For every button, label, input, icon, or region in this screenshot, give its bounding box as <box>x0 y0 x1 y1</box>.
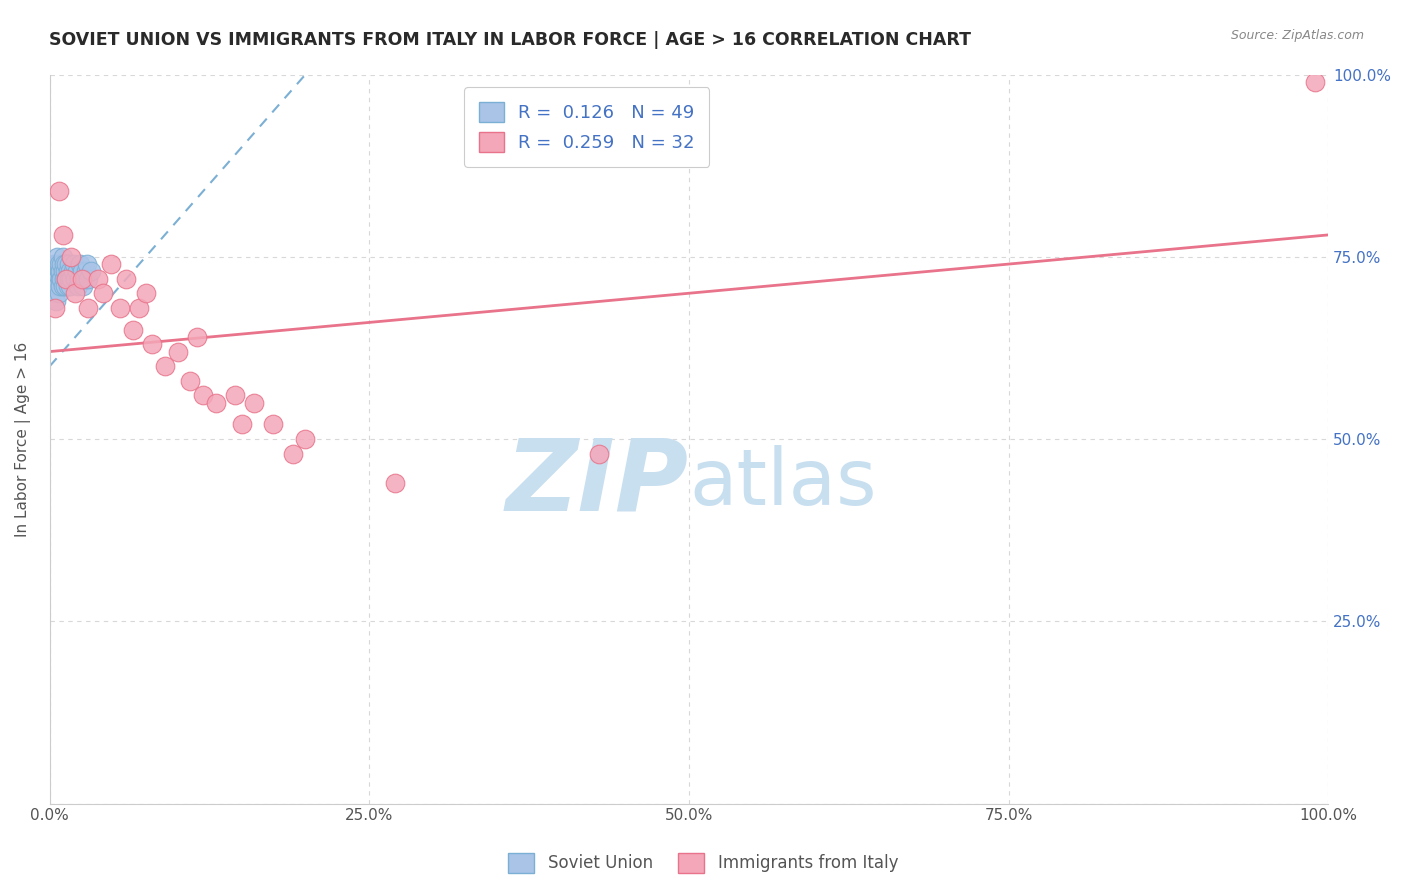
Point <box>60 271 83 285</box>
Text: Source: ZipAtlas.com: Source: ZipAtlas.com <box>1230 29 1364 42</box>
Point <box>46 271 69 285</box>
Point <box>205 395 228 409</box>
Point <box>49 264 72 278</box>
Point <box>65 271 87 285</box>
Legend: Soviet Union, Immigrants from Italy: Soviet Union, Immigrants from Italy <box>501 847 905 880</box>
Point <box>87 271 110 285</box>
Point <box>53 279 76 293</box>
Point <box>58 257 80 271</box>
Point <box>384 475 406 490</box>
Point <box>224 388 246 402</box>
Point <box>56 264 79 278</box>
Point <box>59 279 82 293</box>
Point <box>166 344 188 359</box>
Point <box>231 417 253 432</box>
Point <box>59 264 82 278</box>
Point <box>42 257 65 271</box>
Point <box>49 271 72 285</box>
Point <box>191 388 214 402</box>
Point <box>55 257 77 271</box>
Point <box>73 271 96 285</box>
Point <box>48 184 70 198</box>
Point <box>51 279 73 293</box>
Point <box>63 257 86 271</box>
Y-axis label: In Labor Force | Age > 16: In Labor Force | Age > 16 <box>15 342 31 537</box>
Point <box>67 271 90 285</box>
Point <box>70 271 93 285</box>
Point <box>79 264 101 278</box>
Point <box>66 279 89 293</box>
Point <box>45 271 67 285</box>
Point <box>141 337 163 351</box>
Point <box>51 257 73 271</box>
Point <box>108 301 131 315</box>
Point <box>62 264 84 278</box>
Point <box>72 279 94 293</box>
Point <box>49 279 72 293</box>
Point <box>60 250 83 264</box>
Point <box>77 301 100 315</box>
Text: atlas: atlas <box>689 445 876 521</box>
Point <box>76 257 98 271</box>
Point <box>44 301 66 315</box>
Point <box>48 257 70 271</box>
Point <box>58 271 80 285</box>
Point <box>41 271 63 285</box>
Point <box>186 330 208 344</box>
Point <box>588 447 610 461</box>
Point <box>52 271 75 285</box>
Point <box>115 271 138 285</box>
Point <box>153 359 176 373</box>
Point <box>51 264 73 278</box>
Point <box>70 264 93 278</box>
Point <box>45 293 67 308</box>
Point <box>93 286 115 301</box>
Point <box>65 286 87 301</box>
Point <box>55 271 77 285</box>
Point <box>55 271 77 285</box>
Point <box>121 323 143 337</box>
Point <box>65 264 87 278</box>
Point <box>281 447 304 461</box>
Point <box>45 257 67 271</box>
Point <box>46 250 69 264</box>
Text: ZIP: ZIP <box>506 434 689 532</box>
Point <box>48 286 70 301</box>
Point <box>75 264 97 278</box>
Text: SOVIET UNION VS IMMIGRANTS FROM ITALY IN LABOR FORCE | AGE > 16 CORRELATION CHAR: SOVIET UNION VS IMMIGRANTS FROM ITALY IN… <box>49 31 972 49</box>
Point <box>179 374 201 388</box>
Legend: R =  0.126   N = 49, R =  0.259   N = 32: R = 0.126 N = 49, R = 0.259 N = 32 <box>464 87 709 167</box>
Point <box>51 227 73 242</box>
Point <box>100 257 122 271</box>
Point <box>77 271 100 285</box>
Point <box>52 257 75 271</box>
Point <box>53 264 76 278</box>
Point <box>51 271 73 285</box>
Point <box>42 279 65 293</box>
Point <box>135 286 157 301</box>
Point <box>128 301 150 315</box>
Point <box>69 257 91 271</box>
Point <box>263 417 285 432</box>
Point <box>44 264 66 278</box>
Point <box>44 286 66 301</box>
Point <box>243 395 266 409</box>
Point <box>46 279 69 293</box>
Point <box>51 250 73 264</box>
Point <box>1305 75 1327 89</box>
Point <box>56 279 79 293</box>
Point <box>294 432 316 446</box>
Point <box>48 264 70 278</box>
